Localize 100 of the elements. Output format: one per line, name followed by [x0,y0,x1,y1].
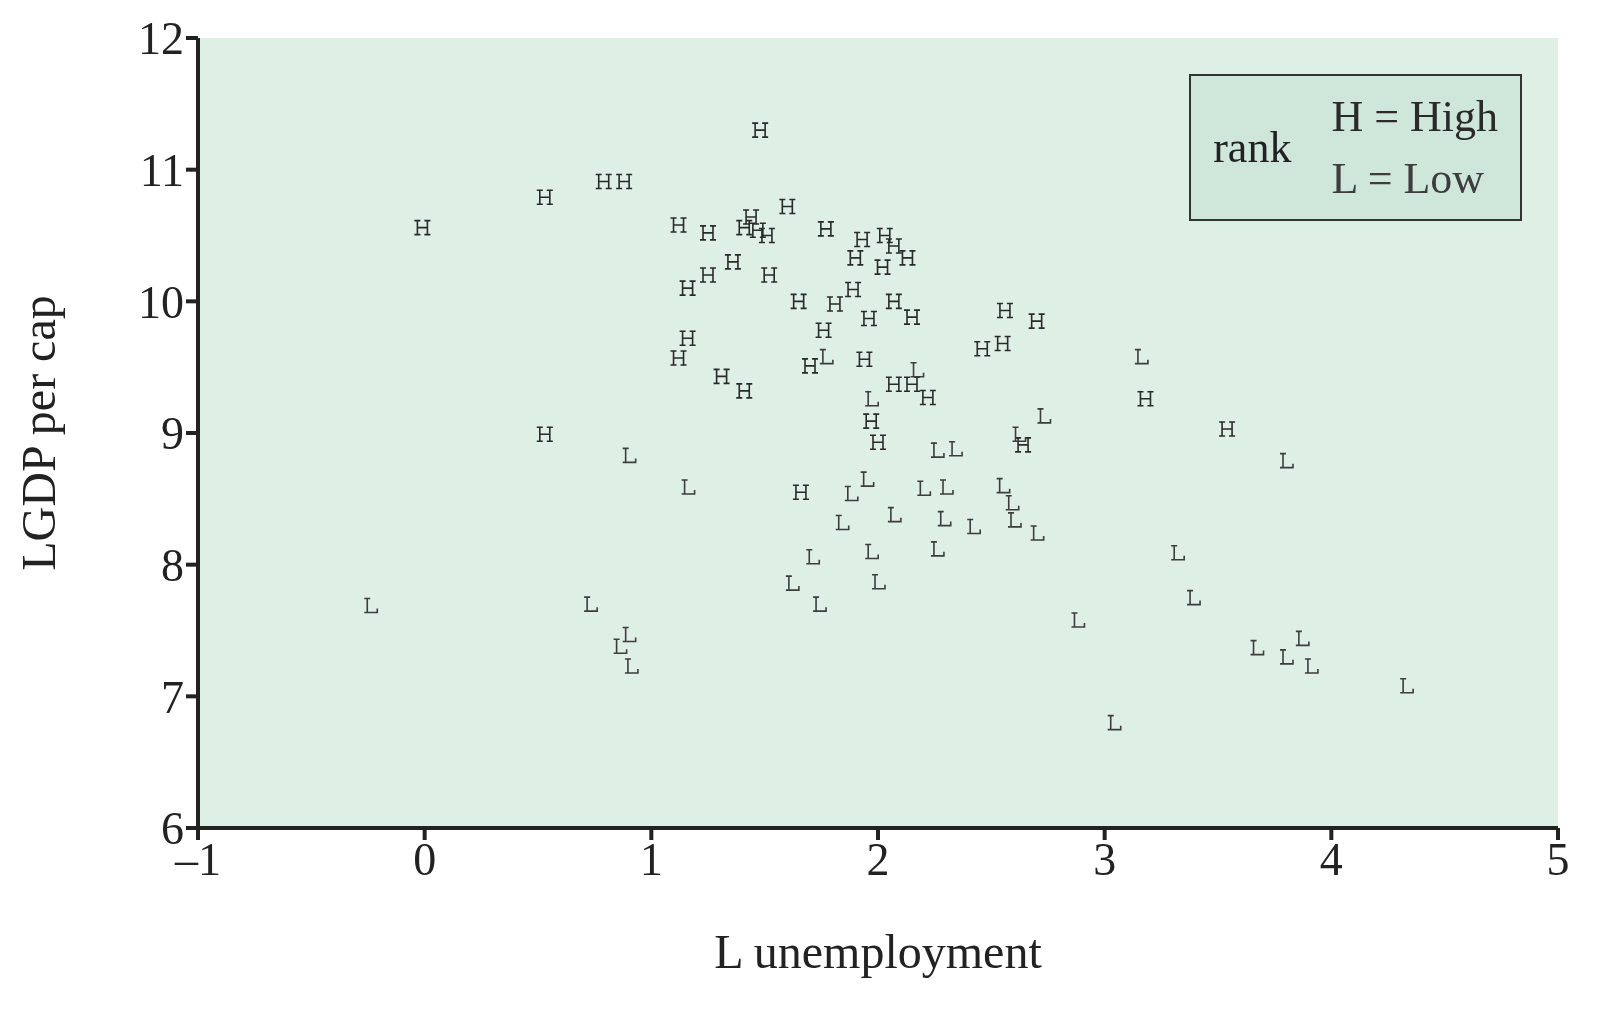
point [864,543,879,560]
point [1279,649,1294,665]
point [903,309,921,325]
y-tick-label: 10 [138,276,184,328]
point [669,350,688,366]
point [751,122,769,138]
point [834,514,850,531]
point [1011,426,1027,443]
y-tick-label: 11 [139,145,184,196]
point [594,173,613,190]
point [735,219,754,236]
point [864,390,879,407]
point [680,479,696,495]
point [1399,678,1414,694]
point [624,658,639,674]
point [1249,639,1265,656]
point [1004,494,1020,511]
point [930,442,945,458]
point [699,225,717,241]
text: L = Low [1331,152,1486,205]
point [621,447,637,464]
y-tick-label: 9 [161,408,184,460]
point [749,222,767,239]
point [699,267,717,283]
x-tick-label: 4 [1319,833,1343,885]
point [930,541,945,557]
point [814,322,833,339]
point [844,281,862,298]
point [1070,612,1086,628]
x-tick-label: 3 [1093,833,1117,885]
point [844,485,859,502]
point [1304,658,1319,674]
point [621,626,637,643]
point [1014,437,1032,453]
x-tick-label: 2 [866,833,890,885]
point [869,434,887,451]
point [669,217,688,233]
point [860,310,878,327]
point [853,231,871,248]
point [817,221,835,237]
point [678,330,697,346]
point [876,227,894,244]
point [1134,348,1149,365]
point [1036,408,1052,424]
y-tick-label: 7 [161,671,184,723]
point [846,250,865,266]
point [612,638,628,655]
point [873,259,892,275]
point [805,548,821,565]
x-tick-label: 0 [413,833,437,885]
point [758,227,776,244]
point [1027,313,1046,329]
point [871,573,886,590]
point [993,335,1012,352]
point [936,510,952,527]
point [948,441,963,457]
x-tick-label: 5 [1546,833,1570,885]
point [712,368,731,385]
point [615,173,633,190]
x-axis-title: L unemployment [714,925,1043,978]
legend-title: rank [1213,122,1292,174]
point [1007,512,1022,528]
point [855,351,874,368]
x-tick-label: 1 [639,833,663,885]
point [789,293,808,310]
point [536,189,554,206]
point [678,280,697,296]
text: H = High [1331,91,1498,143]
point [363,597,379,614]
point [812,596,827,612]
point [778,198,797,215]
point [916,480,932,497]
point [742,209,760,225]
point [1136,390,1155,407]
y-axis-title: LGDP per cap [12,295,66,571]
point [996,302,1014,319]
point [973,340,992,357]
point [735,383,754,399]
point [1279,452,1294,469]
point [583,596,598,612]
point [819,348,834,365]
point [1186,589,1201,606]
point [887,506,902,523]
point [1170,545,1185,561]
point [995,477,1011,494]
point [1218,421,1236,437]
point [792,484,810,501]
y-tick-label: 8 [161,540,184,591]
point [826,296,844,312]
point [724,254,742,270]
point [885,376,903,393]
point [413,219,432,236]
point [536,426,554,443]
point [862,413,880,429]
y-tick-label: 12 [138,13,184,65]
point [760,267,778,283]
point [785,575,800,591]
point [939,479,954,495]
point [1295,630,1310,647]
point [909,362,925,378]
